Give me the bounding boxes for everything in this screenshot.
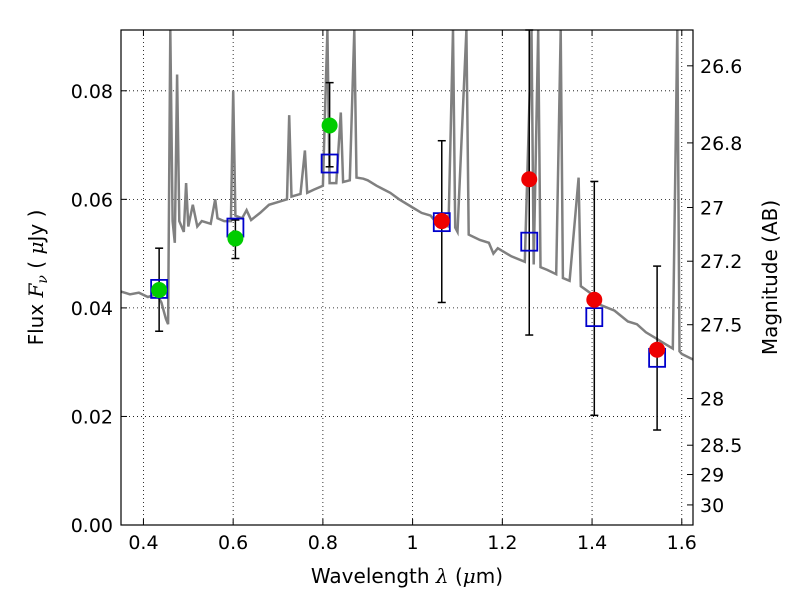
model-spectrum-line <box>121 30 693 361</box>
y-axis-title-subscript: ν <box>35 275 51 284</box>
y-axis-title-unit-rest: Jy ) <box>24 210 48 244</box>
observed-flux-point <box>321 117 338 134</box>
y2-tick-label: 26.8 <box>700 133 742 155</box>
x-tick-label: 1.4 <box>577 532 607 554</box>
y-axis-title-prefix: Flux <box>24 297 48 345</box>
y-axis-title: Flux Fν ( μJy ) <box>24 210 51 346</box>
y-axis-title-unit-open: ( <box>24 255 48 276</box>
x-axis-title: Wavelength λ (μm) <box>311 564 503 588</box>
model-flux-square <box>320 153 339 174</box>
observed-flux-point <box>521 171 538 188</box>
y-tick-label: 0.08 <box>71 81 113 103</box>
error-bars-layer <box>155 29 662 431</box>
y-tick-label: 0.00 <box>71 515 113 537</box>
x-axis-title-unit-rest: m) <box>476 564 503 588</box>
x-tick-label: 1 <box>407 532 419 554</box>
y2-tick-label: 30 <box>700 495 724 517</box>
y-tick-label: 0.04 <box>71 298 113 320</box>
observed-flux-point <box>151 281 168 298</box>
model-spectrum-layer <box>121 30 693 361</box>
x-tick-label: 0.6 <box>218 532 248 554</box>
observed-flux-point <box>586 291 603 308</box>
x-axis-title-unit-open: ( <box>449 564 463 588</box>
y2-tick-label: 27 <box>700 197 724 219</box>
grid-layer <box>121 30 693 526</box>
x-tick-label: 1.6 <box>667 532 697 554</box>
y-axis-title-unit-mu: μ <box>24 242 48 255</box>
ticks-layer: 0.4 0.6 0.8 1 1.2 1.4 1.6 0.00 0.02 0.04 0.06 0.08 2… <box>71 30 742 554</box>
x-tick-label: 0.4 <box>128 532 158 554</box>
plot-frame <box>120 29 694 526</box>
y2-axis-title: Magnitude (AB) <box>758 200 782 355</box>
y2-tick-label: 29 <box>700 465 724 487</box>
model-flux-square <box>520 231 539 252</box>
observed-flux-point <box>649 341 666 358</box>
y2-tick-label: 28.5 <box>700 435 742 457</box>
observed-flux-point <box>227 230 244 247</box>
y-tick-label: 0.06 <box>71 189 113 211</box>
y2-tick-label: 27.2 <box>700 251 742 273</box>
y-tick-label: 0.02 <box>71 406 113 428</box>
model-flux-square <box>585 307 604 328</box>
y2-tick-label: 28 <box>700 389 724 411</box>
markers-layer <box>150 117 667 368</box>
x-axis-title-prefix: Wavelength <box>311 564 436 588</box>
y-axis-title-symbol: F <box>24 282 48 298</box>
x-axis-title-unit-mu: μ <box>463 564 476 588</box>
y2-tick-label: 27.5 <box>700 315 742 337</box>
observed-flux-point <box>433 213 450 230</box>
x-axis-title-symbol: λ <box>435 564 449 588</box>
x-tick-label: 1.2 <box>487 532 517 554</box>
y2-tick-label: 26.6 <box>700 56 742 78</box>
x-tick-label: 0.8 <box>308 532 338 554</box>
